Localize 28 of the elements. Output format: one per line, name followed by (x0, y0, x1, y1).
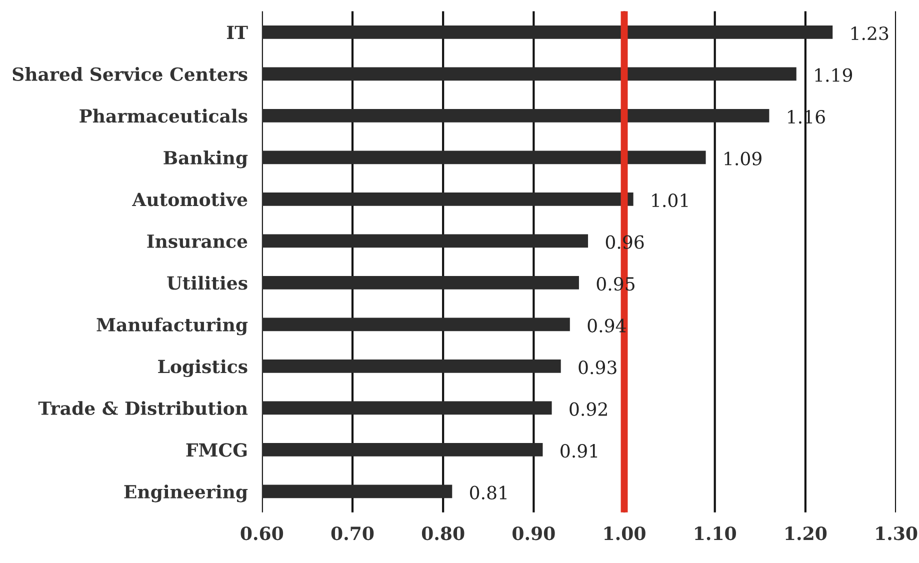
y-tick-label: Automotive (132, 192, 248, 206)
data-label: 1.09 (724, 152, 762, 166)
x-tick-label: 0.90 (512, 526, 555, 540)
y-tick-label: FMCG (186, 443, 247, 457)
x-tick-label: 1.20 (786, 526, 827, 540)
y-tick-label: Banking (164, 150, 248, 168)
x-tick-label: 1.00 (604, 526, 646, 540)
x-tick-label: 1.30 (876, 526, 918, 540)
y-tick-label: Trade & Distribution (38, 401, 248, 416)
x-tick-label: 0.80 (422, 526, 464, 540)
x-tick-label: 1.10 (695, 526, 736, 540)
y-tick-label: Pharmaceuticals (80, 108, 248, 123)
y-tick-label: Utilities (167, 276, 248, 290)
y-tick-label: Logistics (158, 359, 248, 378)
y-tick-label: Insurance (147, 234, 248, 248)
y-tick-label: Manufacturing (96, 318, 248, 336)
y-tick-label: Shared Service Centers (12, 67, 248, 82)
data-label: 0.81 (470, 486, 506, 500)
data-label: 1.01 (652, 194, 688, 208)
x-tick-label: 0.70 (331, 526, 374, 540)
y-tick-label: Engineering (124, 484, 248, 502)
x-tick-label: 0.60 (240, 526, 284, 540)
y-tick-label: IT (226, 26, 248, 39)
data-label: 0.93 (578, 360, 616, 374)
data-label: 0.91 (560, 444, 598, 458)
data-label: 1.19 (815, 68, 852, 82)
data-label: 1.23 (851, 26, 888, 40)
data-label: 0.92 (570, 402, 607, 416)
